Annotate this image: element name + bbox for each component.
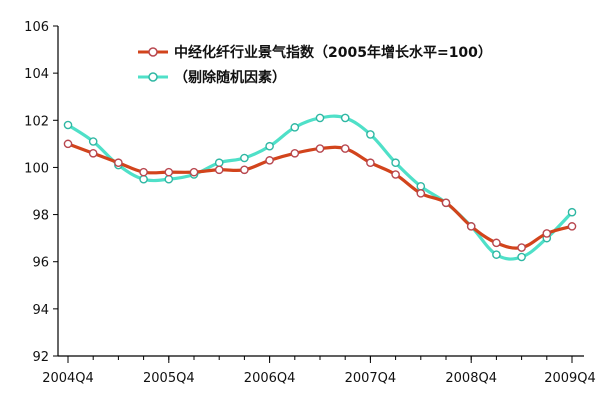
data-point-series-1 (214, 165, 224, 175)
data-point-series-1 (63, 139, 73, 149)
data-point-series-2 (391, 158, 400, 168)
series-1 (63, 139, 577, 252)
data-point-series-1 (492, 238, 501, 248)
x-tick-label: 2006Q4 (244, 371, 296, 386)
data-point-series-1 (416, 189, 426, 198)
y-tick-label: 104 (24, 67, 49, 82)
data-point-series-2 (366, 130, 375, 139)
y-tick-label: 106 (24, 20, 49, 35)
data-point-series-1 (88, 148, 98, 158)
series-layer (63, 113, 577, 262)
data-point-series-2 (315, 113, 325, 123)
legend: 中经化纤行业景气指数（2005年增长水平=100） （剔除随机因素） (138, 44, 492, 86)
data-point-series-1 (517, 243, 526, 252)
data-point-series-2 (63, 120, 73, 130)
data-point-series-1 (139, 167, 148, 177)
data-point-series-2 (492, 250, 501, 259)
data-point-series-2 (164, 174, 174, 184)
data-point-series-1 (114, 158, 123, 168)
data-point-series-1 (542, 229, 552, 238)
data-point-series-1 (240, 165, 249, 175)
y-tick-label: 100 (24, 161, 49, 176)
legend-label-series-1: 中经化纤行业景气指数（2005年增长水平=100） (174, 44, 492, 61)
data-point-series-1 (315, 144, 325, 153)
data-point-series-1 (366, 158, 375, 168)
legend-item-series-2: （剔除随机因素） (138, 69, 286, 86)
data-point-series-2 (265, 141, 274, 151)
data-point-series-1 (466, 222, 476, 231)
series-2 (63, 113, 577, 262)
data-point-series-1 (340, 144, 350, 153)
data-point-series-1 (567, 222, 577, 231)
series-line-2 (66, 114, 574, 261)
data-point-series-1 (189, 167, 199, 177)
data-point-series-2 (139, 174, 148, 184)
data-point-series-2 (340, 113, 350, 123)
data-point-series-2 (214, 158, 224, 168)
x-tick-label: 2004Q4 (42, 371, 94, 386)
y-tick-label: 98 (32, 209, 49, 224)
data-point-series-1 (290, 148, 300, 158)
series-line-1 (66, 142, 574, 250)
x-tick-label: 2005Q4 (143, 371, 195, 386)
data-point-series-1 (391, 170, 400, 179)
data-point-series-2 (88, 137, 98, 146)
data-point-series-2 (517, 252, 526, 262)
data-point-series-2 (290, 123, 300, 132)
data-point-series-2 (240, 153, 249, 163)
y-tick-label: 94 (32, 303, 49, 318)
axes: 92 94 96 98 100 102 104 106 2004Q4 2005Q4 2006Q4 20… (24, 20, 596, 386)
legend-marker-series-2 (148, 72, 158, 82)
x-tick-label: 2009Q4 (544, 371, 596, 386)
y-tick-label: 102 (24, 114, 49, 129)
data-point-series-2 (416, 181, 426, 191)
data-point-series-1 (265, 156, 274, 165)
x-tick-label: 2008Q4 (445, 371, 497, 386)
legend-marker-series-1 (148, 47, 158, 57)
y-tick-label: 96 (32, 256, 49, 271)
y-tick-label: 92 (32, 350, 49, 365)
legend-item-series-1: 中经化纤行业景气指数（2005年增长水平=100） (138, 44, 492, 61)
data-point-series-2 (567, 207, 577, 217)
data-point-series-1 (441, 198, 451, 208)
legend-label-series-2: （剔除随机因素） (174, 69, 286, 86)
x-tick-label: 2007Q4 (345, 371, 397, 386)
data-point-series-1 (164, 167, 174, 177)
